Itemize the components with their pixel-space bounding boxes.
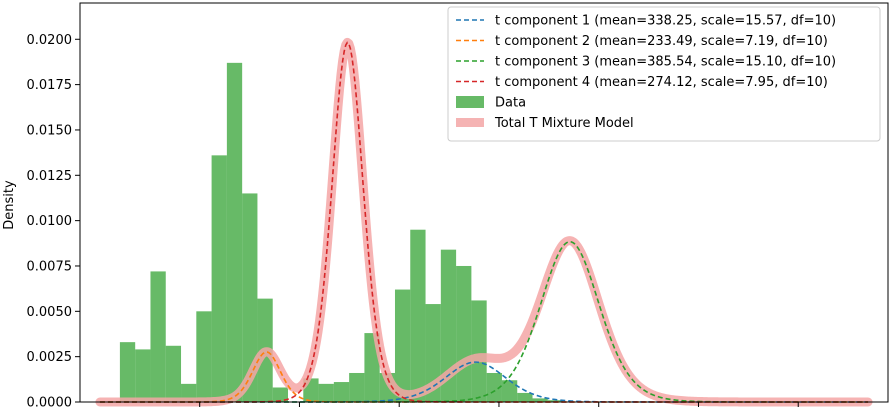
histogram-bar (425, 304, 441, 402)
legend-label-component-4: t component 4 (mean=274.12, scale=7.95, … (495, 75, 828, 90)
histogram-bar (486, 372, 502, 402)
histogram-bar (226, 62, 243, 402)
y-tick-label: 0.0150 (27, 123, 73, 138)
histogram-bar (318, 383, 334, 402)
y-tick-label: 0.0025 (27, 350, 73, 365)
tick-marks: 0.0000 0.0025 0.0050 0.0075 0.0100 0.0125 0.01… (27, 33, 799, 411)
histogram-bar (165, 345, 182, 402)
histogram-bar (349, 372, 365, 402)
histogram-bar (456, 265, 472, 402)
legend-label-data: Data (495, 96, 526, 111)
histogram-bar (394, 289, 411, 402)
histogram-bar (532, 398, 548, 402)
histogram-bar (501, 380, 518, 402)
legend-swatch-data (456, 96, 484, 108)
histogram-bar (119, 342, 136, 402)
y-tick-label: 0.0000 (27, 396, 73, 410)
plot-frame (79, 2, 889, 403)
y-tick-label: 0.0200 (27, 33, 73, 48)
histogram-bar (272, 387, 289, 402)
y-tick-label: 0.0050 (27, 305, 73, 320)
histogram-bar (150, 271, 166, 402)
y-tick-label: 0.0125 (27, 169, 73, 184)
y-tick-label: 0.0100 (27, 214, 73, 229)
histogram-bar (440, 249, 457, 402)
histogram-bar (196, 311, 212, 402)
histogram-bars (119, 62, 564, 402)
histogram-bar (333, 382, 350, 402)
histogram-bar (135, 349, 151, 402)
legend-label-component-1: t component 1 (mean=338.25, scale=15.57,… (495, 14, 836, 29)
legend: t component 1 (mean=338.25, scale=15.57,… (447, 6, 881, 142)
histogram-bar (242, 193, 258, 402)
legend-label-component-3: t component 3 (mean=385.54, scale=15.10,… (495, 55, 836, 70)
legend-label-total: Total T Mixture Model (494, 116, 634, 131)
y-axis-label: Density (2, 180, 17, 230)
axes (79, 2, 889, 403)
histogram-bar (471, 300, 487, 402)
y-tick-label: 0.0175 (27, 78, 73, 93)
histogram-bar (211, 155, 227, 402)
histogram-bar (547, 400, 564, 402)
y-tick-label: 0.0075 (27, 259, 73, 274)
histogram-bar (410, 229, 426, 402)
legend-box (447, 6, 881, 142)
legend-label-component-2: t component 2 (mean=233.49, scale=7.19, … (495, 34, 828, 49)
histogram-bar (517, 392, 533, 402)
